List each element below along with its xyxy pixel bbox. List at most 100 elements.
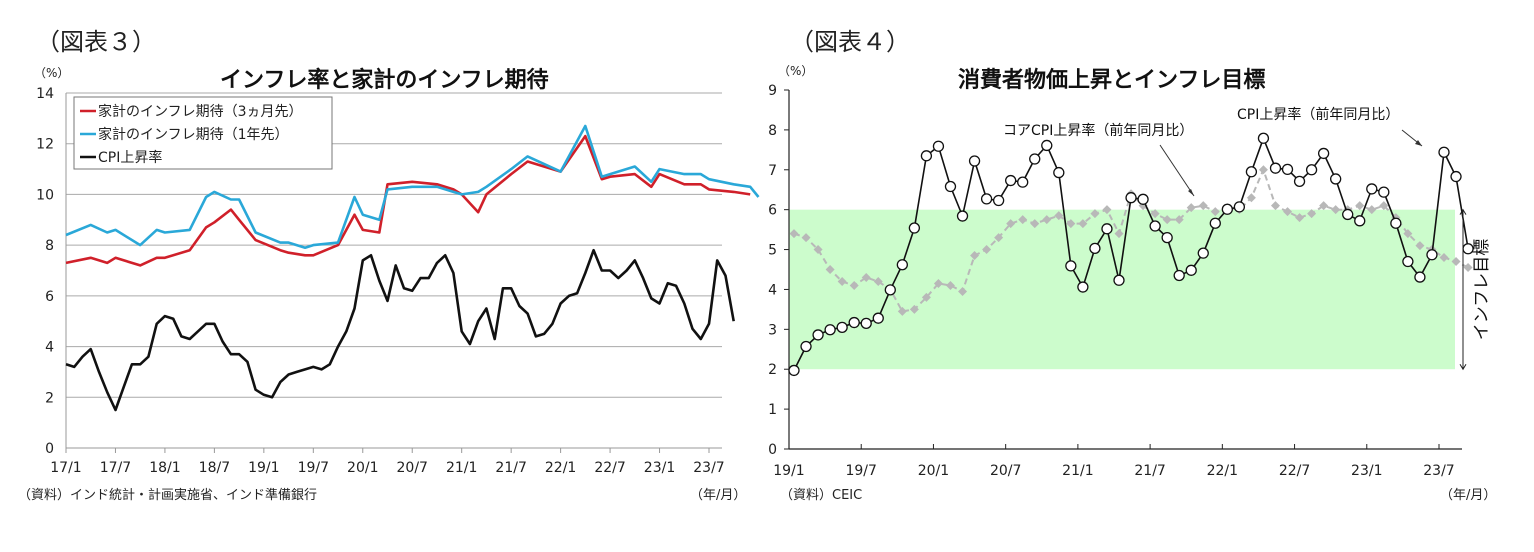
legend-label: 家計のインフレ期待（3ヵ月先）	[98, 103, 303, 120]
x-tick-label: 17/1	[50, 460, 81, 476]
core-cpi-marker	[837, 276, 847, 286]
cpi-marker	[1089, 242, 1101, 255]
x-tick-label: 23/1	[1351, 463, 1382, 479]
cpi-marker	[1366, 183, 1378, 195]
cpi-marker	[1293, 175, 1306, 187]
core-cpi-marker	[1331, 205, 1341, 215]
core-cpi-marker	[1078, 219, 1088, 229]
cpi-marker	[968, 155, 981, 167]
core-cpi-marker	[1463, 263, 1473, 273]
x-tick-label: 22/7	[594, 460, 625, 476]
series-line-cpi	[65, 248, 735, 412]
core-cpi-marker	[921, 292, 931, 302]
x-tick-label: 17/7	[100, 460, 131, 476]
cpi-marker	[932, 140, 945, 152]
cpi-marker	[1053, 166, 1065, 179]
cpi-marker	[812, 329, 824, 341]
x-tick-label: 21/1	[446, 460, 477, 476]
y-tick-label: 14	[36, 86, 54, 102]
cpi-marker	[1245, 166, 1258, 178]
core-cpi-marker	[789, 229, 799, 239]
core-cpi-marker	[1102, 205, 1112, 215]
core-cpi-marker	[1319, 201, 1329, 211]
core-cpi-marker	[1355, 201, 1365, 211]
x-tick-label: 20/1	[918, 463, 949, 479]
core-cpi-marker	[801, 233, 811, 243]
cpi-marker	[1149, 220, 1161, 232]
figure4-title: 消費者物価上昇とインフレ目標	[958, 68, 1266, 93]
x-tick-label: 21/7	[495, 460, 526, 476]
cpi-marker	[1101, 223, 1113, 235]
cpi-marker	[1005, 174, 1017, 187]
legend-box	[73, 96, 333, 170]
core-cpi-marker	[1415, 241, 1425, 251]
core-cpi-marker	[1295, 213, 1305, 223]
core-cpi-marker	[1042, 215, 1052, 225]
cpi-marker	[836, 321, 848, 333]
core-cpi-marker	[1451, 257, 1461, 267]
core-cpi-marker	[1066, 219, 1076, 229]
core-cpi-marker	[1307, 209, 1317, 219]
cpi-marker	[944, 180, 957, 193]
cpi-marker	[848, 316, 860, 329]
y-tick-label: 0	[45, 441, 54, 457]
core-cpi-marker	[1283, 207, 1293, 217]
cpi-marker	[1221, 203, 1233, 215]
y-tick-label: 4	[45, 340, 54, 356]
x-tick-label: 23/1	[644, 460, 675, 476]
cpi-marker	[1209, 217, 1221, 229]
core-cpi-marker	[1198, 201, 1208, 211]
legend-label: 家計のインフレ期待（1年先）	[98, 126, 289, 143]
target-band	[789, 209, 1455, 370]
cpi-marker	[1281, 163, 1294, 176]
cpi-marker	[1077, 281, 1089, 293]
cpi-marker	[1317, 147, 1330, 160]
cpi-marker	[1426, 249, 1438, 261]
target-band-label: インフレ目標	[1472, 239, 1492, 341]
y-tick-label: 12	[36, 137, 54, 153]
figure4-source: （資料）CEIC	[780, 488, 863, 503]
cpi-marker	[1065, 260, 1077, 272]
x-tick-label: 19/7	[845, 463, 876, 479]
core-cpi-marker	[1270, 201, 1280, 211]
core-cpi-marker	[813, 245, 823, 255]
cpi-marker	[1305, 164, 1318, 176]
x-tick-label: 20/1	[347, 460, 378, 476]
core-cpi-marker	[825, 265, 835, 274]
annotation-cpi-arrowhead	[1415, 140, 1422, 146]
figure4-y-unit: （%）	[778, 64, 814, 78]
core-cpi-marker	[1186, 203, 1196, 213]
core-cpi-marker	[1018, 215, 1028, 225]
legend-label: CPI上昇率	[98, 149, 162, 166]
core-cpi-marker	[1379, 201, 1389, 211]
cpi-marker	[1017, 176, 1029, 188]
core-cpi-marker	[909, 304, 919, 314]
x-tick-label: 19/7	[298, 460, 329, 476]
core-cpi-marker	[1403, 229, 1413, 239]
cpi-marker	[1269, 162, 1282, 174]
cpi-marker	[1185, 264, 1197, 276]
cpi-marker	[884, 284, 896, 296]
figure3-source: （資料）インド統計・計画実施省、インド準備銀行	[18, 488, 318, 503]
x-tick-label: 22/1	[1207, 463, 1238, 479]
core-cpi-marker	[1367, 205, 1377, 215]
cpi-marker	[1113, 274, 1125, 286]
figure3-x-unit: （年/月）	[690, 488, 747, 503]
cpi-marker	[908, 222, 921, 234]
x-tick-label: 18/1	[149, 460, 180, 476]
cpi-marker	[1414, 271, 1426, 283]
core-cpi-marker	[1162, 215, 1172, 225]
annotation-core-arrow	[1159, 144, 1195, 197]
cpi-marker	[824, 324, 836, 336]
x-tick-label: 21/7	[1134, 463, 1165, 479]
core-cpi-marker	[945, 280, 955, 290]
x-tick-label: 23/7	[693, 460, 724, 476]
core-cpi-marker	[1030, 219, 1040, 229]
x-tick-label: 22/1	[545, 460, 576, 476]
cpi-marker	[788, 364, 800, 377]
y-tick-label: 2	[768, 362, 777, 378]
cpi-marker	[1342, 208, 1354, 221]
figure4-x-unit: （年/月）	[1440, 488, 1497, 503]
cpi-marker	[1257, 132, 1270, 144]
